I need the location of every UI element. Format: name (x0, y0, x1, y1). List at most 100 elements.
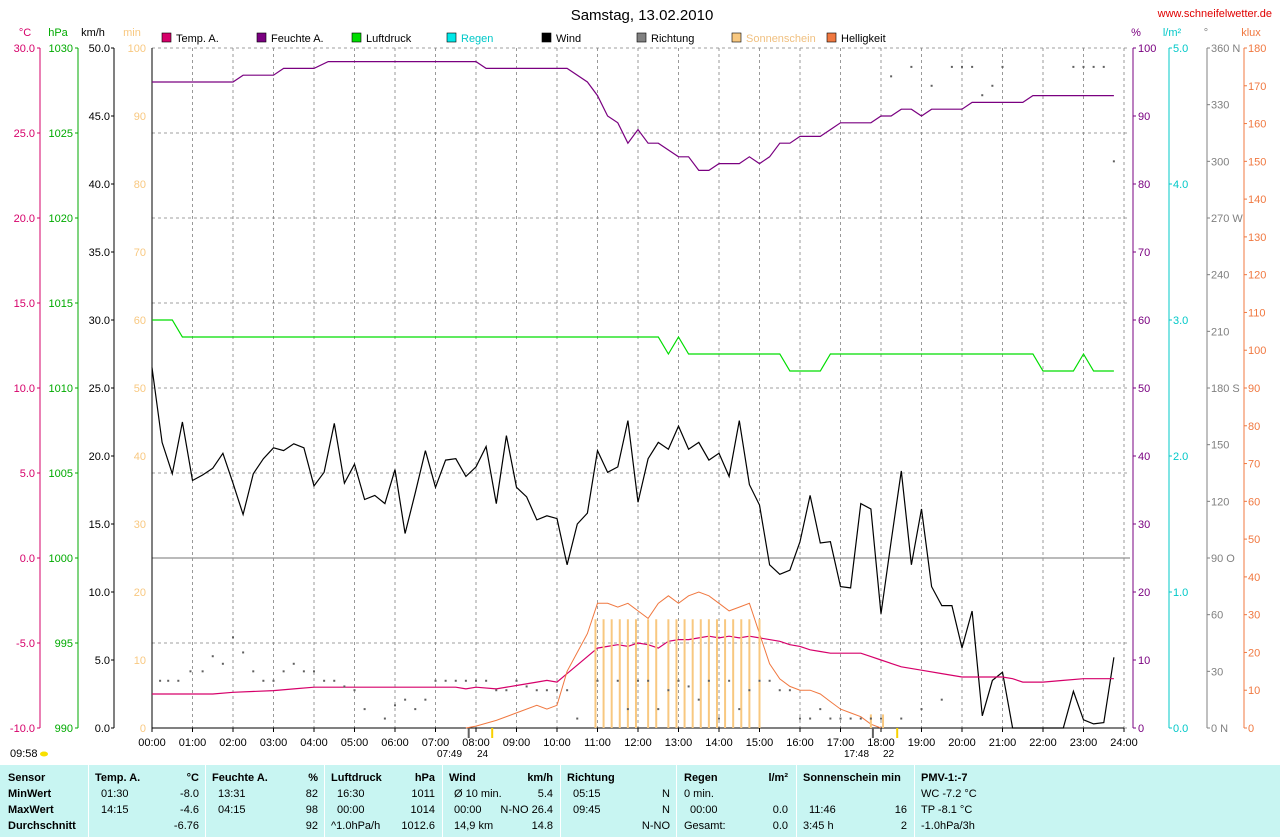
stat-direction-time: 05:15 (573, 788, 601, 800)
tick-label-brightness: 30 (1248, 610, 1260, 622)
legend-swatch (256, 32, 267, 43)
tick-label-direction: 150 (1211, 440, 1229, 452)
stat-humidity-value: 82 (305, 788, 318, 800)
stat-header-sensor: Sensor (8, 772, 46, 784)
legend-label: Wind (556, 33, 581, 45)
stat-pmv-value: TP -8.1 °C (921, 804, 973, 816)
x-tick-label: 07:00 (422, 737, 450, 749)
stat-rain-desc: 0 min. (684, 788, 714, 800)
tick-label-humidity: 40 (1138, 451, 1150, 463)
stat-pressure-time: 16:30 (337, 788, 365, 800)
weather-chart: Samstag, 13.02.2010 www.schneifelwetter.… (10, 7, 1272, 760)
x-tick-label: 20:00 (948, 737, 976, 749)
tick-label-brightness: 120 (1248, 270, 1266, 282)
stat-rain-desc: Gesamt: (684, 820, 726, 832)
stat-header-pressure: Luftdruck (331, 772, 382, 784)
x-axis-ticks: 00:00 01:00 02:00 03:00 04:00 05:00 06:00 07:00… (138, 728, 1138, 749)
direction-point (718, 717, 720, 720)
tick-label-humidity: 100 (1138, 43, 1156, 55)
direction-point (940, 698, 943, 701)
stat-header-humidity-unit: % (308, 772, 318, 784)
stat-separator (205, 765, 206, 837)
series-line-feuchte-a- (152, 61, 1114, 171)
tick-label-direction: 60 (1211, 610, 1223, 622)
direction-point (566, 689, 569, 692)
direction-point (252, 670, 255, 673)
direction-point (677, 679, 680, 682)
direction-point (404, 698, 407, 701)
direction-point (444, 679, 447, 682)
stat-direction-value: N (662, 788, 670, 800)
tick-label-direction: 240 (1211, 270, 1229, 282)
stat-pmv-value: WC -7.2 °C (921, 788, 977, 800)
tick-label-temp: 20.0 (14, 213, 35, 225)
legend-swatch (731, 32, 742, 43)
tick-label-brightness: 70 (1248, 459, 1260, 471)
legend-label: Luftdruck (366, 33, 412, 45)
direction-point (596, 679, 599, 682)
stat-rain-value: 0.0 (772, 820, 788, 832)
tick-label-pressure: 1005 (49, 468, 73, 480)
sun-markers: 07:49 24 17:48 22 (437, 749, 895, 760)
tick-label-brightness: 90 (1248, 383, 1260, 395)
direction-point (849, 717, 852, 720)
direction-point (768, 679, 771, 682)
tick-label-sunshine: 100 (128, 43, 146, 55)
stat-separator (324, 765, 325, 837)
x-tick-label: 21:00 (989, 737, 1017, 749)
stat-pressure-value: 1014 (410, 804, 435, 816)
sunrise-minutes: 24 (477, 749, 489, 760)
tick-label-pressure: 1030 (49, 43, 73, 55)
direction-point (697, 698, 700, 701)
direction-point (343, 685, 346, 688)
plot-grid (151, 47, 1130, 729)
tick-label-sunshine: 30 (134, 519, 146, 531)
stat-pressure-time: ^1.0hPa/h (331, 820, 381, 832)
direction-point (495, 689, 498, 692)
direction-point (221, 662, 224, 665)
direction-point (262, 679, 265, 682)
tick-label-rain: 4.0 (1173, 179, 1188, 191)
direction-point (556, 689, 558, 692)
tick-label-sunshine: 60 (134, 315, 146, 327)
direction-point (809, 717, 812, 720)
direction-point (485, 679, 488, 682)
direction-point (728, 679, 731, 682)
tick-label-brightness: 60 (1248, 496, 1260, 508)
direction-point (333, 679, 336, 682)
tick-label-temp: 0.0 (20, 553, 35, 565)
direction-point (515, 679, 518, 682)
tick-label-brightness: 140 (1248, 194, 1266, 206)
legend-label: Helligkeit (841, 33, 886, 45)
direction-point (930, 84, 933, 87)
tick-label-temp: 25.0 (14, 128, 35, 140)
direction-point (394, 704, 396, 707)
x-tick-label: 17:00 (827, 737, 855, 749)
tick-label-wind: 40.0 (89, 179, 110, 191)
stat-humidity-value: 98 (305, 804, 318, 816)
direction-point (758, 679, 761, 682)
tick-label-brightness: 0 (1248, 723, 1254, 735)
direction-point (434, 679, 437, 682)
tick-label-wind: 0.0 (95, 723, 110, 735)
direction-point (667, 689, 670, 692)
direction-point (971, 65, 974, 68)
tick-label-pressure: 1025 (49, 128, 73, 140)
x-tick-label: 10:00 (543, 737, 571, 749)
x-tick-label: 00:00 (138, 737, 166, 749)
direction-point (1092, 65, 1095, 68)
tick-label-sunshine: 70 (134, 247, 146, 259)
tick-label-pressure: 1020 (49, 213, 73, 225)
tick-label-temp: -10.0 (10, 723, 35, 735)
stat-wind-desc: Ø 10 min. (454, 788, 502, 800)
stat-separator (88, 765, 89, 837)
tick-label-direction: 120 (1211, 496, 1229, 508)
x-tick-label: 08:00 (462, 737, 490, 749)
direction-point (535, 689, 538, 692)
direction-point (159, 679, 162, 682)
tick-label-humidity: 80 (1138, 179, 1150, 191)
unit-label-rain: l/m² (1163, 27, 1182, 39)
direction-point (1001, 65, 1004, 68)
direction-point (869, 717, 872, 720)
stat-header-wind-unit: km/h (527, 772, 553, 784)
